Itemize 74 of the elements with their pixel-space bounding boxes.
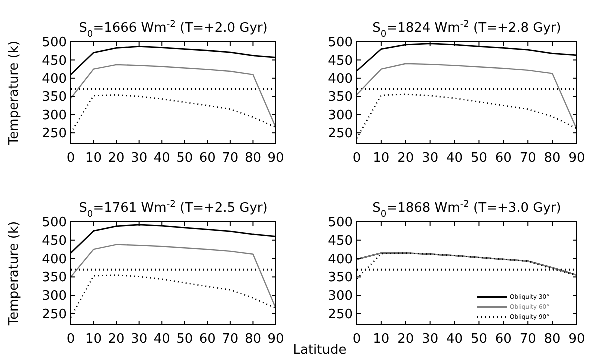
x-tick-label: 80 (244, 151, 262, 166)
x-axis-title: Latitude (293, 343, 347, 358)
y-tick-label: 450 (328, 54, 353, 69)
x-tick-label: 70 (222, 332, 239, 347)
x-tick-label: 90 (268, 151, 284, 166)
y-tick-label: 350 (42, 90, 67, 106)
x-tick-label: 90 (268, 332, 284, 347)
x-tick-label: 80 (544, 151, 561, 166)
x-tick-label: 50 (176, 332, 194, 347)
x-tick-label: 0 (352, 151, 362, 166)
y-tick-label: 250 (42, 308, 67, 323)
x-tick-label: 20 (108, 332, 125, 347)
x-tick-label: 20 (398, 332, 414, 347)
x-tick-label: 80 (244, 332, 262, 347)
y-tick-label: 450 (42, 234, 67, 249)
x-tick-label: 60 (199, 332, 216, 347)
x-tick-label: 40 (154, 151, 170, 166)
y-tick-label: 300 (42, 289, 67, 304)
x-tick-label: 70 (520, 332, 536, 347)
x-tick-label: 50 (470, 332, 488, 347)
y-tick-label: 350 (328, 90, 353, 106)
y-tick-label: 300 (328, 108, 353, 124)
x-tick-label: 0 (352, 332, 362, 347)
x-tick-label: 50 (176, 151, 194, 166)
x-tick-label: 60 (199, 151, 216, 166)
y-tick-label: 250 (328, 308, 353, 323)
chart-title: S$_{0}$=1868 Wm$^{-2}$ (T=+3.0 Gyr) (372, 200, 562, 220)
y-tick-label: 450 (42, 54, 67, 69)
x-tick-label: 90 (568, 332, 586, 347)
x-tick-label: 40 (154, 332, 170, 347)
y-tick-label: 500 (42, 36, 67, 51)
x-tick-label: 60 (495, 151, 512, 166)
y-tick-label: 450 (328, 234, 353, 249)
line-series (71, 64, 276, 128)
y-tick-label: 400 (42, 252, 67, 268)
x-tick-label: 60 (495, 332, 512, 347)
y-tick-label: 400 (328, 72, 353, 87)
y-tick-label: 400 (328, 252, 353, 268)
x-tick-label: 50 (470, 151, 488, 166)
y-tick-label: 400 (42, 72, 67, 87)
y-axis-title: Temperature (k) (7, 221, 22, 327)
x-tick-label: 70 (520, 151, 536, 166)
x-tick-label: 40 (446, 332, 464, 347)
y-tick-label: 300 (328, 289, 353, 304)
y-tick-label: 350 (42, 270, 67, 286)
x-tick-label: 20 (108, 151, 125, 166)
y-tick-label: 250 (42, 126, 67, 142)
x-tick-label: 80 (544, 332, 561, 347)
y-tick-label: 250 (328, 126, 353, 142)
x-tick-label: 30 (422, 332, 439, 347)
x-tick-label: 90 (568, 151, 586, 166)
x-tick-label: 10 (373, 332, 390, 347)
x-tick-label: 30 (131, 151, 148, 166)
x-tick-label: 20 (398, 151, 414, 166)
chart-title: S$_{0}$=1666 Wm$^{-2}$ (T=+2.0 Gyr) (79, 20, 268, 40)
y-tick-label: 500 (328, 36, 353, 51)
line-series (357, 63, 577, 130)
x-tick-label: 40 (446, 151, 464, 166)
x-tick-label: 10 (373, 151, 390, 166)
x-tick-label: 10 (86, 151, 102, 166)
x-tick-label: 30 (422, 151, 439, 166)
y-tick-label: 300 (42, 108, 67, 124)
chart-title: S$_{0}$=1761 Wm$^{-2}$ (T=+2.5 Gyr) (79, 200, 268, 220)
y-tick-label: 500 (42, 216, 67, 231)
x-tick-label: 0 (66, 332, 76, 347)
line-series (71, 244, 276, 310)
x-tick-label: 70 (222, 151, 239, 166)
y-tick-label: 350 (328, 270, 353, 286)
y-tick-label: 500 (328, 216, 353, 231)
x-tick-label: 0 (66, 151, 76, 166)
y-axis-title: Temperature (k) (7, 40, 22, 146)
x-tick-label: 10 (86, 332, 102, 347)
x-tick-label: 30 (131, 332, 148, 347)
chart-title: S$_{0}$=1824 Wm$^{-2}$ (T=+2.8 Gyr) (372, 20, 562, 40)
